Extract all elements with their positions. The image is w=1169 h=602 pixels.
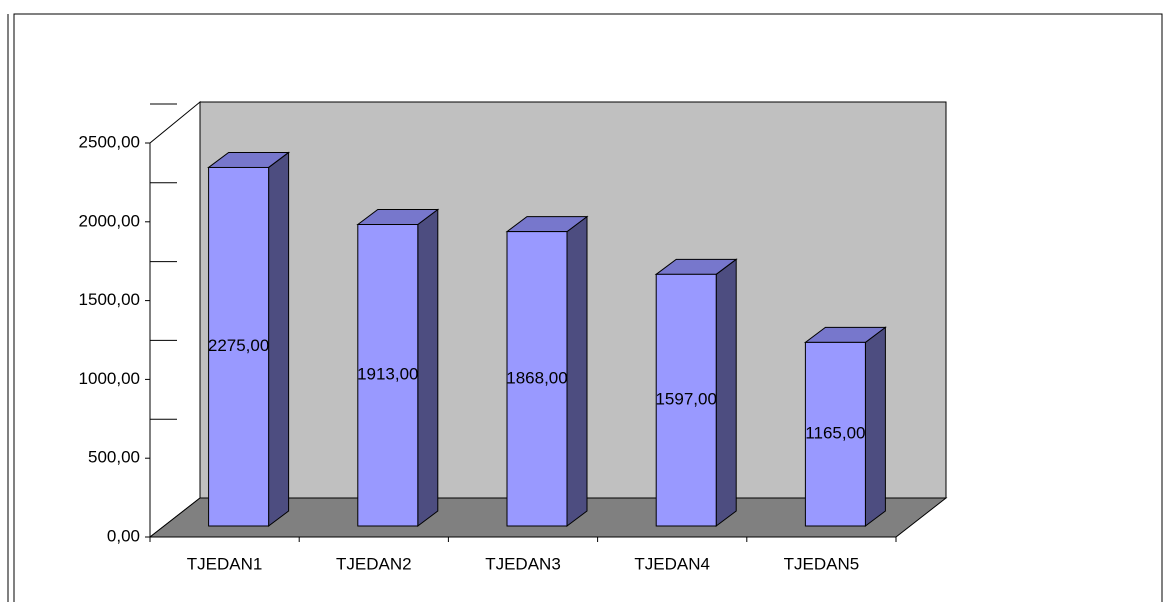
bar — [357, 224, 419, 527]
bar-side — [417, 208, 439, 527]
x-tick-label: TJEDAN3 — [485, 554, 561, 573]
frame — [13, 13, 1163, 602]
bar — [208, 166, 270, 527]
value-label: 1165,00 — [805, 424, 865, 443]
bar-side — [715, 258, 737, 527]
x-tick-label: TJEDAN2 — [336, 554, 412, 573]
y-tick-label: 500,00 — [88, 448, 140, 467]
x-tick-label: TJEDAN5 — [784, 554, 860, 573]
y-tick-label: 2000,00 — [79, 211, 140, 230]
x-tick-label: TJEDAN4 — [634, 554, 710, 573]
bar — [655, 273, 717, 527]
bar — [804, 341, 866, 527]
value-label: 1868,00 — [506, 368, 567, 387]
y-tick-label: 0,00 — [107, 526, 140, 545]
value-label: 1913,00 — [357, 365, 418, 384]
y-tick-label: 2500,00 — [79, 132, 140, 151]
side-wall — [149, 100, 201, 539]
y-tick-label: 1500,00 — [79, 290, 140, 309]
bar-side — [268, 151, 290, 527]
y-tick-label: 1000,00 — [79, 369, 140, 388]
value-label: 2275,00 — [208, 336, 269, 355]
x-tick-label: TJEDAN1 — [187, 554, 263, 573]
bar — [506, 231, 568, 527]
bar-side — [566, 215, 588, 527]
value-label: 1597,00 — [655, 390, 716, 409]
bar-side — [864, 326, 886, 527]
